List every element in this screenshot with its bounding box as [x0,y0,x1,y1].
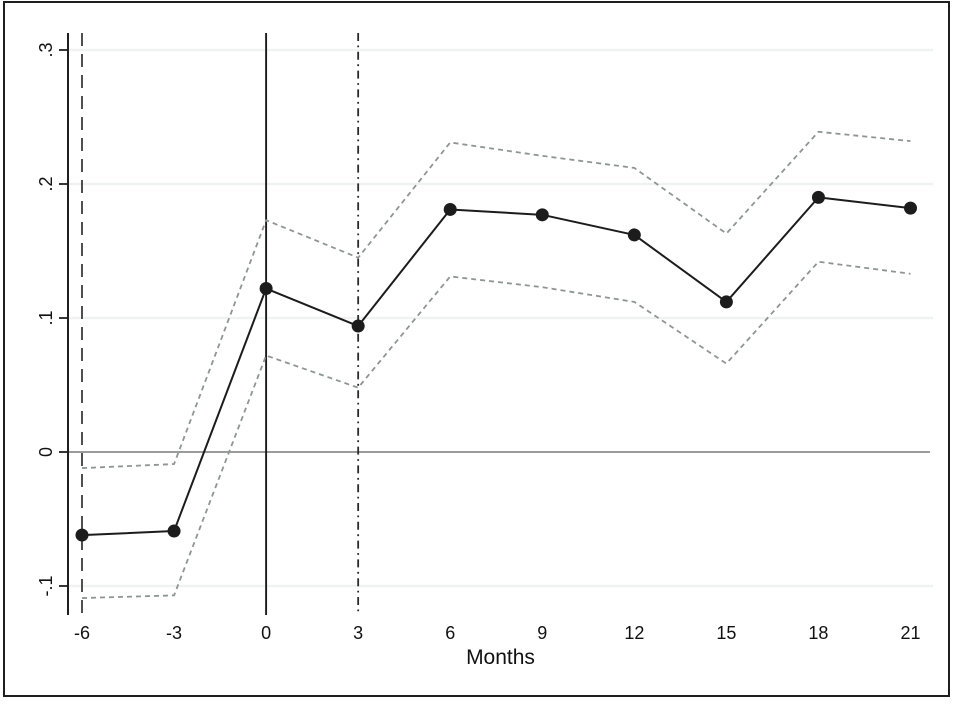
point-marker [811,190,825,204]
point-marker [351,319,365,333]
series-line-point_estimate [81,196,911,537]
x-tick-label: 18 [808,623,828,643]
point-marker [259,282,273,296]
point-marker [167,524,181,538]
point-marker [719,295,733,309]
y-tick-label: -.1 [36,575,56,596]
x-tick-label: 12 [624,623,644,643]
x-tick-label: 21 [900,623,920,643]
x-tick-label: -3 [166,623,182,643]
x-tick-label: 9 [537,623,547,643]
y-tick-label: .2 [36,176,56,191]
series-line-ci_upper [81,130,911,469]
x-tick-label: 0 [261,623,271,643]
point-marker [903,201,917,215]
x-tick-label: 6 [445,623,455,643]
x-tick-label: -6 [74,623,90,643]
x-axis-title: Months [466,646,535,669]
x-tick-label: 15 [716,623,736,643]
y-tick-label: .1 [36,310,56,325]
point-marker [627,228,641,242]
point-marker [535,208,549,222]
y-tick-label: 0 [36,447,56,457]
point-marker [75,528,89,542]
x-tick-label: 3 [353,623,363,643]
series-line-ci_lower [81,260,911,599]
y-tick-label: .3 [36,42,56,57]
point-marker [443,202,457,216]
